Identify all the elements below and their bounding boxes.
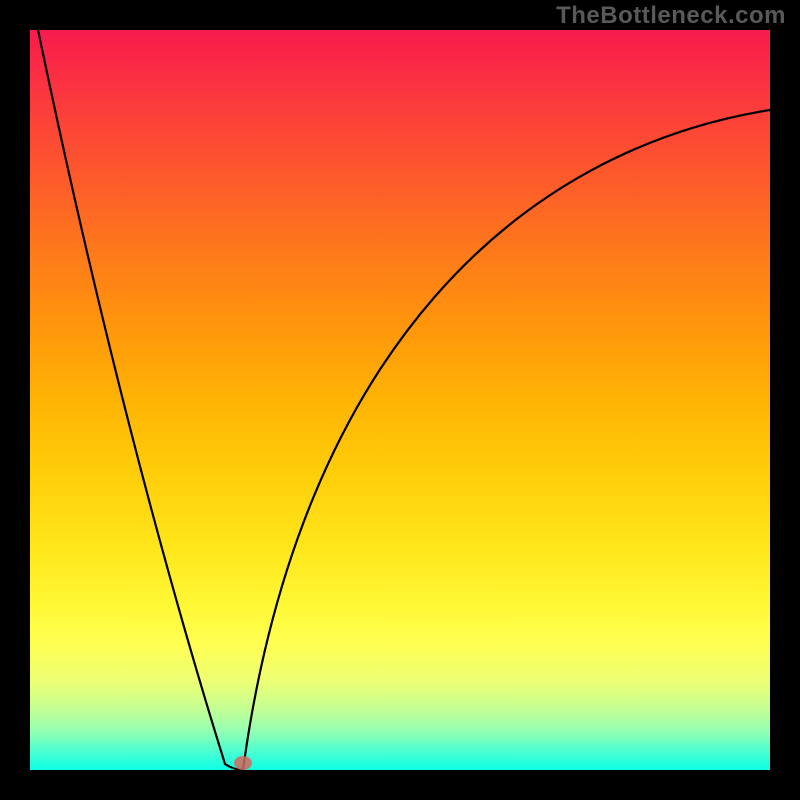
watermark-text: TheBottleneck.com — [556, 2, 786, 30]
bottleneck-chart: TheBottleneck.com — [0, 0, 800, 800]
gradient-background — [30, 30, 770, 770]
chart-svg — [0, 0, 800, 800]
optimal-point-marker — [234, 756, 252, 770]
